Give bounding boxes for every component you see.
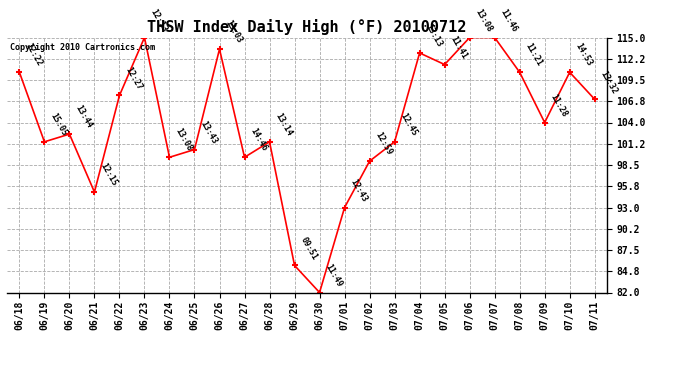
Text: 14:53: 14:53 [574, 42, 594, 68]
Text: 11:21: 11:21 [524, 42, 544, 68]
Text: 12:43: 12:43 [348, 177, 369, 203]
Text: 13:44: 13:44 [74, 104, 94, 130]
Text: 12:45: 12:45 [399, 111, 419, 138]
Text: 13:14: 13:14 [274, 111, 294, 138]
Text: 13:03: 13:03 [224, 19, 244, 45]
Text: 09:51: 09:51 [299, 235, 319, 261]
Text: 11:49: 11:49 [324, 262, 344, 288]
Text: 13:08: 13:08 [174, 127, 194, 153]
Text: 12:59: 12:59 [374, 131, 394, 157]
Text: 15:05: 15:05 [48, 111, 69, 138]
Text: 12:27: 12:27 [124, 65, 144, 91]
Text: 12:15: 12:15 [99, 162, 119, 188]
Text: 14:46: 14:46 [248, 127, 269, 153]
Text: 13:43: 13:43 [199, 119, 219, 146]
Text: 13:32: 13:32 [599, 69, 619, 95]
Text: 12:13: 12:13 [148, 7, 169, 33]
Text: 11:41: 11:41 [448, 34, 469, 60]
Text: 13:13: 13:13 [424, 22, 444, 49]
Text: 12:22: 12:22 [23, 42, 44, 68]
Text: 11:46: 11:46 [499, 7, 519, 33]
Title: THSW Index Daily High (°F) 20100712: THSW Index Daily High (°F) 20100712 [148, 19, 466, 35]
Text: 13:08: 13:08 [474, 7, 494, 33]
Text: Copyright 2010 Cartronics.com: Copyright 2010 Cartronics.com [10, 43, 155, 52]
Text: 11:28: 11:28 [549, 92, 569, 118]
